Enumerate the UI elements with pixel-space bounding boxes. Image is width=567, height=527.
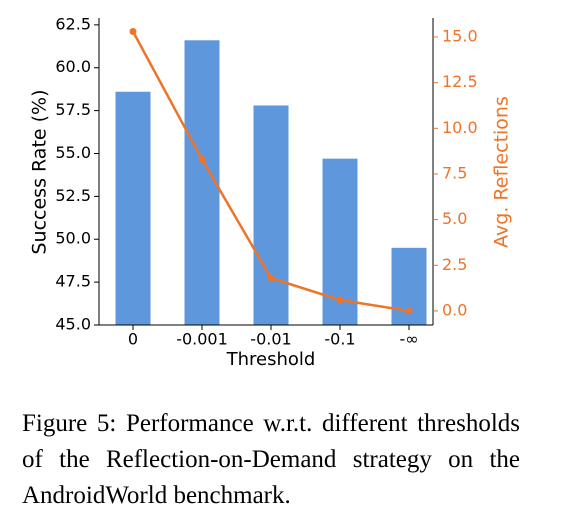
x-tick-label: 0 [128,330,138,349]
y2-tick-label: 12.5 [442,72,478,91]
x-axis-label: Threshold [226,349,316,370]
y-tick-label: 62.5 [55,14,91,33]
line-point [267,274,275,282]
line-point [336,296,344,304]
y2-tick-label: 15.0 [442,26,478,45]
y-axis-label: Success Rate (%) [29,89,51,254]
y-tick-label: 55.0 [55,143,91,162]
y2-tick-label: 7.5 [442,163,467,182]
y-tick-label: 57.5 [55,100,91,119]
y2-axis-label: Avg. Reflections [491,96,513,248]
y-tick-label: 50.0 [55,229,91,248]
y-tick-label: 45.0 [55,315,91,334]
line-point [198,155,206,163]
y-tick-label: 60.0 [55,57,91,76]
bar [184,40,220,326]
figure-caption: Figure 5: Performance w.r.t. different t… [22,410,520,509]
line-point [129,28,137,36]
y-tick-label: 52.5 [55,186,91,205]
y2-tick-label: 2.5 [442,255,467,274]
x-tick-label: -0.001 [176,330,228,349]
chart: Threshold Success Rate (%) Avg. Reflecti… [29,14,513,370]
line-point [405,307,413,315]
y2-tick-label: 10.0 [442,118,478,137]
y2-tick-label: 5.0 [442,209,467,228]
bar [253,105,289,326]
bar [115,91,151,326]
x-tick-label: -0.1 [324,330,355,349]
x-tick-label: -∞ [399,330,418,349]
y-tick-label: 47.5 [55,272,91,291]
x-tick-label: -0.01 [250,330,291,349]
y2-tick-label: 0.0 [442,300,467,319]
